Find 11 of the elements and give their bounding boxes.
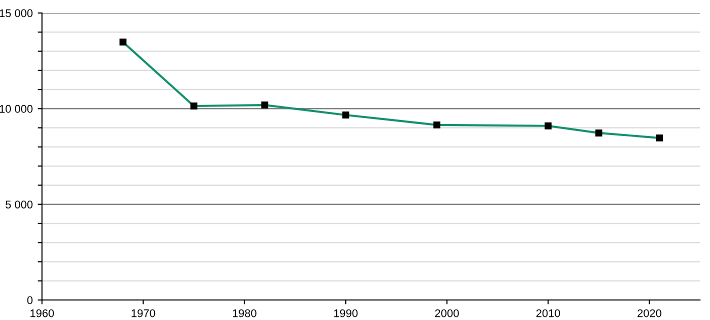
- x-tick-label: 1990: [334, 309, 358, 318]
- x-tick-label: 1980: [232, 309, 256, 318]
- x-tick-label: 1970: [132, 309, 156, 318]
- y-tick-label: 0: [27, 296, 33, 304]
- x-tick-label: 2020: [638, 309, 662, 318]
- y-tick-label: 10 000: [0, 104, 33, 113]
- y-tick-label: 5 000: [6, 200, 33, 208]
- x-tick-label: 2000: [435, 309, 459, 318]
- x-tick-label: 1960: [30, 309, 54, 318]
- x-tick-label: 2010: [536, 309, 560, 318]
- y-tick-label: 15 000: [0, 9, 33, 18]
